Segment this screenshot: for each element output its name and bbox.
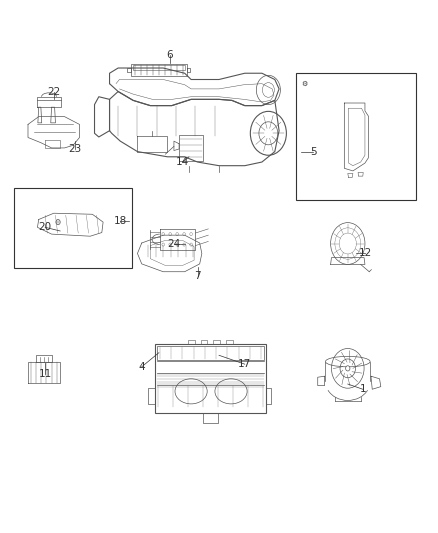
Bar [14,188,132,268]
Circle shape [169,243,171,246]
Text: 1: 1 [360,384,366,394]
Circle shape [162,232,165,236]
Circle shape [183,232,185,236]
Text: 23: 23 [69,144,82,154]
Text: 7: 7 [194,271,201,281]
Circle shape [176,243,178,246]
Text: 22: 22 [47,86,60,96]
Text: 17: 17 [238,359,251,369]
Text: 4: 4 [138,362,145,372]
Bar [133,66,185,70]
Text: 14: 14 [176,157,189,167]
Circle shape [169,232,171,236]
Text: 11: 11 [39,369,52,378]
Circle shape [190,243,192,246]
Text: 24: 24 [167,239,180,249]
Circle shape [190,232,192,236]
Circle shape [183,243,185,246]
Text: 20: 20 [39,222,52,232]
Bar [296,73,417,200]
Bar [155,344,266,413]
Circle shape [346,366,350,371]
Bar [131,64,187,76]
Circle shape [176,232,178,236]
Bar [157,346,264,360]
Text: 6: 6 [166,50,173,60]
Text: 12: 12 [358,248,371,259]
Circle shape [162,243,165,246]
Text: ⚙: ⚙ [301,82,307,87]
Text: 5: 5 [310,147,317,157]
Text: 18: 18 [113,215,127,225]
